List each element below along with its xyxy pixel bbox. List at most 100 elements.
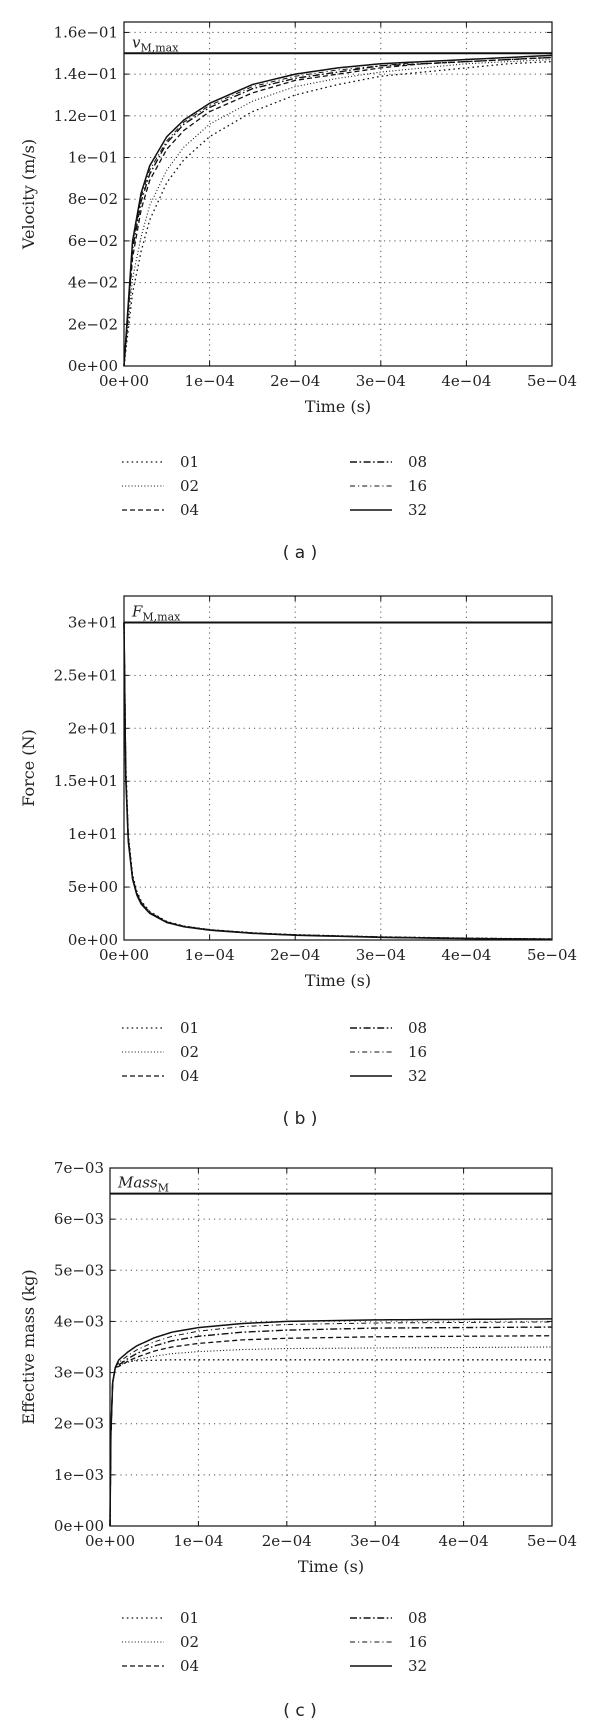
x-tick-label: 2e−04 — [270, 946, 320, 964]
legend-label-04: 04 — [180, 1657, 199, 1675]
y-tick-label: 0e+00 — [68, 357, 118, 375]
legend: 01 02 04 08 16 32 — [122, 453, 427, 519]
series-line-02 — [123, 622, 553, 940]
legend-label-04: 04 — [180, 501, 199, 519]
legend-label-32: 32 — [408, 1067, 427, 1085]
y-tick-label: 1.4e−01 — [54, 65, 118, 83]
x-tick-label: 4e−04 — [441, 946, 491, 964]
chart-panel-2: FM,max 0e+00 1e−04 2e−04 3e−04 4e−04 5e−04 0e+0… — [19, 595, 577, 1129]
x-axis-label: Time (s) — [305, 397, 371, 416]
legend-label-04: 04 — [180, 1067, 199, 1085]
y-tick-label: 7e−03 — [54, 1159, 104, 1177]
x-tick-label: 5e−04 — [527, 372, 577, 390]
y-tick-label: 0e+00 — [68, 931, 118, 949]
series-line-02 — [109, 1346, 553, 1527]
x-tick-label: 2e−04 — [270, 372, 320, 390]
reference-label-sub: M,max — [142, 610, 181, 623]
x-tick-label: 4e−04 — [439, 1532, 489, 1550]
panel-label: ( c ) — [283, 1701, 316, 1721]
legend-label-16: 16 — [408, 1633, 427, 1651]
legend-label-08: 08 — [408, 1609, 427, 1627]
legend-label-32: 32 — [408, 501, 427, 519]
legend-label-16: 16 — [408, 1043, 427, 1061]
x-tick-label: 3e−04 — [356, 946, 406, 964]
series-line-01 — [109, 1359, 552, 1527]
chart-panel-3: MassM 0e+00 1e−04 2e−04 3e−04 4e−04 5e−04 0e+00… — [19, 1159, 577, 1721]
y-tick-label: 8e−02 — [68, 190, 118, 208]
x-tick-label: 2e−04 — [262, 1532, 312, 1550]
x-axis-label: Time (s) — [298, 1557, 364, 1576]
legend-label-02: 02 — [180, 1043, 199, 1061]
y-tick-label: 6e−02 — [68, 232, 118, 250]
x-tick-label: 4e−04 — [441, 372, 491, 390]
y-tick-label: 6e−03 — [54, 1210, 104, 1228]
y-tick-label: 2e−02 — [68, 315, 118, 333]
x-tick-label: 1e−04 — [185, 946, 235, 964]
plot-frame — [123, 595, 553, 941]
series-line-16 — [109, 1321, 553, 1527]
series-line-32 — [109, 1318, 553, 1527]
legend-label-32: 32 — [408, 1657, 427, 1675]
y-tick-label: 2e+01 — [68, 719, 118, 737]
y-tick-label: 1.5e+01 — [54, 772, 118, 790]
legend-label-02: 02 — [180, 477, 199, 495]
series-line-08 — [123, 56, 553, 367]
reference-label-main: F — [131, 602, 143, 620]
reference-label: MassM — [117, 1174, 169, 1195]
y-tick-label: 5e+00 — [68, 878, 118, 896]
y-tick-label: 1e−03 — [54, 1466, 104, 1484]
y-tick-label: 2e−03 — [54, 1415, 104, 1433]
y-tick-label: 1e−01 — [68, 149, 118, 167]
x-tick-label: 1e−04 — [185, 372, 235, 390]
x-tick-label: 0e+00 — [99, 372, 149, 390]
plot-frame — [109, 1167, 553, 1527]
y-tick-label: 4e−03 — [54, 1312, 104, 1330]
legend-label-01: 01 — [180, 453, 199, 471]
x-tick-label: 0e+00 — [99, 946, 149, 964]
reference-label-main: v — [132, 33, 141, 51]
series-line-32 — [123, 54, 553, 367]
y-tick-label: 1.2e−01 — [54, 107, 118, 125]
series-line-16 — [123, 54, 553, 367]
y-tick-label: 3e+01 — [68, 613, 118, 631]
reference-label-main: Mass — [117, 1174, 158, 1192]
plot-frame — [123, 21, 553, 367]
legend-label-08: 08 — [408, 1019, 427, 1037]
y-tick-label: 5e−03 — [54, 1261, 104, 1279]
y-tick-label: 1.6e−01 — [54, 23, 118, 41]
y-tick-label: 3e−03 — [54, 1364, 104, 1382]
legend-label-16: 16 — [408, 477, 427, 495]
legend: 01 02 04 08 16 32 — [122, 1019, 427, 1085]
y-axis-label: Effective mass (kg) — [19, 1269, 38, 1424]
y-tick-label: 2.5e+01 — [54, 666, 118, 684]
reference-label: vM,max — [132, 33, 179, 54]
x-tick-label: 0e+00 — [85, 1532, 135, 1550]
series-line-04 — [109, 1335, 553, 1527]
x-tick-label: 3e−04 — [356, 372, 406, 390]
x-tick-label: 5e−04 — [527, 946, 577, 964]
y-tick-label: 0e+00 — [54, 1517, 104, 1535]
panel-label: ( a ) — [283, 543, 318, 563]
series-line-01 — [123, 60, 553, 367]
x-tick-label: 1e−04 — [173, 1532, 223, 1550]
series-line-08 — [109, 1326, 553, 1527]
y-tick-label: 1e+01 — [68, 825, 118, 843]
reference-label: FM,max — [131, 602, 181, 623]
series-line-01 — [123, 622, 553, 940]
series-line-02 — [123, 58, 553, 367]
series-line-04 — [123, 56, 553, 367]
x-tick-label: 5e−04 — [527, 1532, 577, 1550]
x-tick-label: 3e−04 — [350, 1532, 400, 1550]
panel-label: ( b ) — [283, 1109, 318, 1129]
y-axis-label: Velocity (m/s) — [19, 139, 38, 250]
reference-label-sub: M,max — [140, 41, 179, 54]
legend-label-01: 01 — [180, 1019, 199, 1037]
y-tick-label: 4e−02 — [68, 274, 118, 292]
legend-label-02: 02 — [180, 1633, 199, 1651]
reference-label-sub: M — [158, 1182, 169, 1195]
y-axis-label: Force (N) — [19, 729, 38, 807]
legend-label-08: 08 — [408, 453, 427, 471]
legend-label-01: 01 — [180, 1609, 199, 1627]
series-line-32 — [123, 622, 553, 941]
